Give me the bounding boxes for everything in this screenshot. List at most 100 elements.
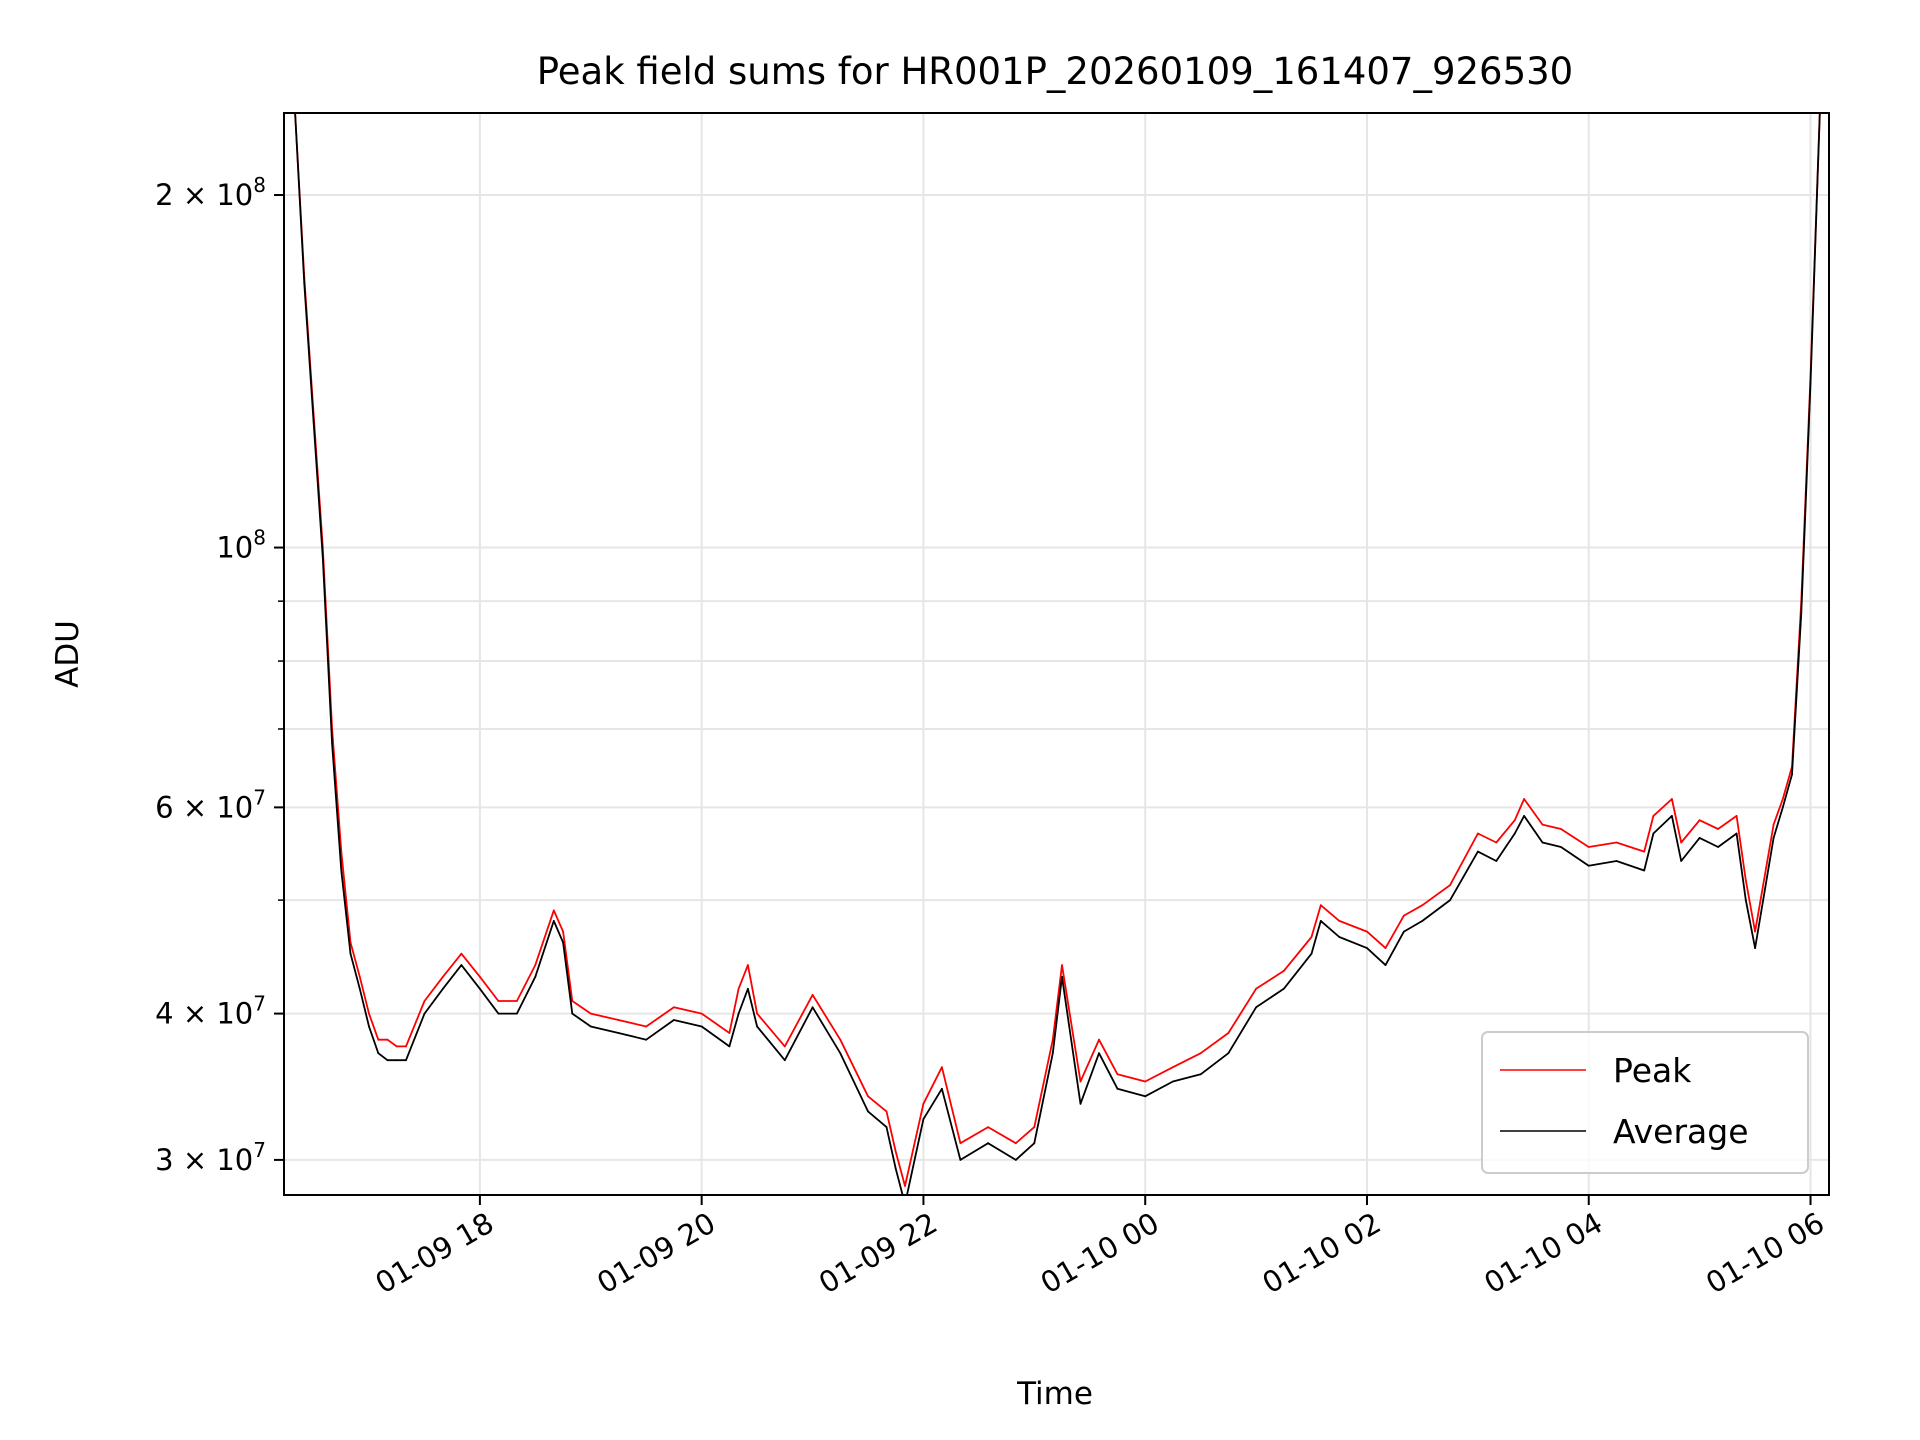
data-point-average [922,1118,925,1121]
data-point-average [1698,837,1701,839]
data-point-peak [783,1045,786,1048]
data-point-peak [377,1038,380,1041]
y-axis: 3 × 107 4 × 107 6 × 107 108 2 × 108 [155,173,284,1177]
data-point-average [497,1012,500,1015]
data-point-peak [1513,819,1516,822]
data-point-average [1495,860,1498,862]
data-point-average [1227,1052,1230,1055]
data-point-peak [1061,964,1063,966]
data-point-peak [1477,832,1479,835]
data-point-peak [904,1185,906,1187]
data-point-peak [1615,841,1618,844]
data-point-peak [1717,828,1719,830]
data-point-average [1079,1102,1082,1105]
data-point-average [340,869,343,872]
data-point-average [368,1025,370,1028]
data-point-peak [811,994,814,996]
data-point-peak [645,1025,648,1028]
data-point-peak [1735,815,1738,817]
data-point-peak [737,987,740,990]
data-point-average [959,1159,962,1161]
data-point-peak [1449,884,1451,886]
data-point-average [1338,936,1341,938]
data-point-average [987,1142,989,1145]
data-point-peak [1643,850,1646,853]
data-point-average [1744,899,1747,901]
data-point-average [1199,1073,1202,1076]
data-point-average [1098,1052,1100,1055]
data-point-peak [571,1000,574,1002]
data-point-peak [1338,920,1341,922]
y-tick-label: 108 [216,526,266,565]
data-point-average [1255,1006,1257,1009]
data-point-peak [395,1045,398,1048]
data-point-peak [617,1019,620,1021]
data-point-average [1014,1159,1017,1161]
legend-label-average: Average [1613,1112,1749,1151]
data-point-average [1615,860,1618,862]
data-point-peak [386,1038,389,1041]
data-point-average [358,987,361,990]
data-point-average [349,952,352,955]
data-point-average [460,964,463,966]
data-point-average [839,1052,842,1055]
data-point-peak [1384,947,1387,949]
data-point-average [589,1025,592,1028]
data-point-peak [1652,815,1655,817]
data-point-average [728,1045,731,1048]
data-point-peak [1403,914,1405,917]
data-point-average [1051,1052,1054,1055]
data-point-average [534,975,537,978]
data-point-peak [959,1142,962,1145]
data-point-average [386,1059,389,1062]
data-point-average [395,1059,398,1062]
data-point-peak [673,1006,675,1009]
data-point-peak [756,1012,758,1015]
data-point-peak [479,975,481,978]
data-point-peak [867,1095,869,1098]
data-point-average [1523,815,1525,817]
data-point-average [1652,832,1655,835]
data-point-peak [497,1000,500,1002]
data-point-average [1680,860,1683,862]
data-point-peak [1772,823,1775,826]
data-point-average [571,1012,574,1015]
data-point-peak [1199,1052,1202,1055]
y-tick-label: 4 × 107 [155,992,266,1031]
data-point-peak [1014,1142,1017,1145]
data-point-peak [1227,1032,1230,1034]
data-point-peak [1366,930,1368,933]
data-point-peak [1172,1066,1174,1069]
data-point-peak [1523,798,1525,800]
legend-box [1481,1031,1809,1174]
y-tick-label: 6 × 107 [155,785,266,824]
data-point-average [1791,773,1793,776]
data-point-average [1061,975,1063,978]
data-point-average [1116,1087,1119,1090]
data-point-peak [1116,1073,1119,1076]
data-point-average [1310,952,1313,955]
data-point-average [894,1167,897,1170]
data-point-average [1421,920,1424,922]
data-point-average [1403,930,1405,933]
data-point-peak [358,975,361,978]
data-point-average [811,1006,814,1009]
data-point-average [1513,832,1516,835]
data-point-peak [1144,1080,1147,1083]
data-point-average [1717,846,1719,848]
data-point-peak [460,952,463,955]
data-point-average [1754,947,1756,949]
data-point-peak [368,1012,370,1015]
data-point-average [1671,815,1673,817]
data-point-average [562,941,564,944]
data-point-average [737,1012,740,1015]
data-point-peak [700,1012,703,1015]
y-axis-label: ADU [50,620,86,688]
data-point-average [1809,382,1812,385]
chart-title: Peak field sums for HR001P_20260109_1614… [537,50,1573,93]
data-point-peak [1560,828,1562,830]
data-point-average [783,1059,786,1062]
data-point-average [377,1052,380,1055]
data-point-peak [442,975,444,978]
data-point-peak [1051,1038,1054,1041]
